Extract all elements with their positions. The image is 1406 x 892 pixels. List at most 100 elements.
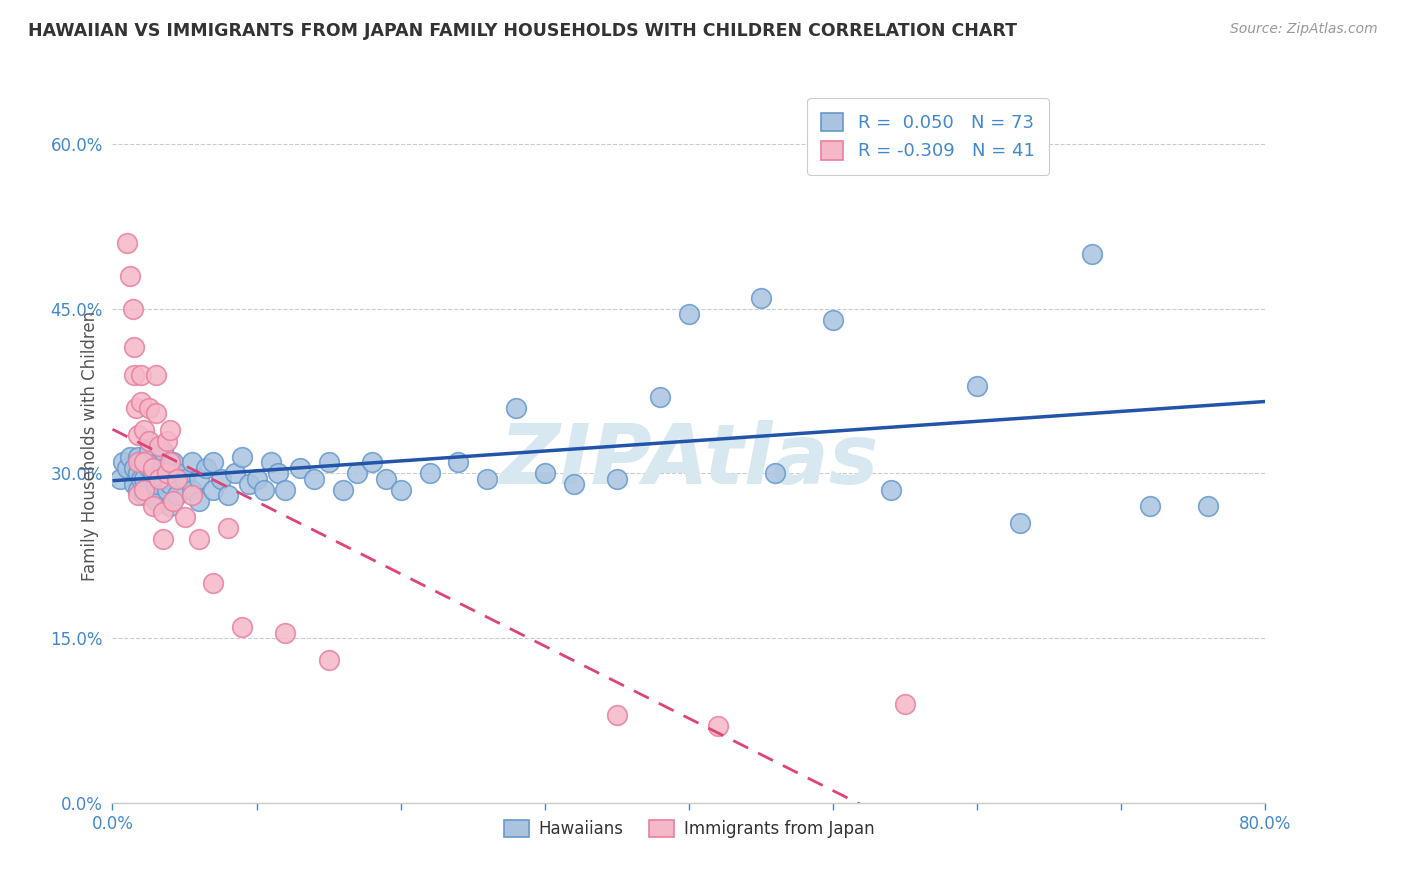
Point — [173, 510, 195, 524]
Point — [267, 467, 290, 481]
Point — [166, 467, 188, 481]
Point — [1197, 500, 1219, 514]
Point — [124, 401, 146, 415]
Point — [129, 472, 153, 486]
Point — [821, 312, 844, 326]
Point — [260, 455, 283, 469]
Point — [152, 533, 174, 547]
Point — [195, 461, 218, 475]
Point — [217, 488, 239, 502]
Point — [156, 483, 179, 497]
Point — [202, 483, 225, 497]
Point — [318, 455, 340, 469]
Point — [127, 467, 149, 481]
Point — [375, 472, 398, 486]
Point — [152, 444, 174, 458]
Point — [966, 378, 988, 392]
Point — [148, 472, 170, 486]
Point — [152, 472, 174, 486]
Point — [231, 620, 253, 634]
Point — [118, 268, 141, 283]
Point — [246, 472, 269, 486]
Point — [166, 472, 188, 486]
Point — [238, 477, 260, 491]
Point — [122, 340, 145, 354]
Point — [156, 461, 179, 475]
Point — [180, 455, 202, 469]
Point — [142, 467, 165, 481]
Point — [180, 483, 202, 497]
Point — [188, 472, 211, 486]
Point — [127, 450, 149, 464]
Point — [145, 368, 167, 382]
Point — [253, 483, 276, 497]
Point — [145, 477, 167, 491]
Point — [118, 450, 141, 464]
Point — [188, 494, 211, 508]
Point — [274, 625, 297, 640]
Point — [606, 708, 628, 723]
Point — [129, 368, 153, 382]
Point — [173, 472, 195, 486]
Legend: Hawaiians, Immigrants from Japan: Hawaiians, Immigrants from Japan — [496, 813, 882, 845]
Point — [288, 461, 311, 475]
Point — [159, 500, 181, 514]
Point — [134, 488, 156, 502]
Point — [129, 395, 153, 409]
Text: ZIPAtlas: ZIPAtlas — [499, 420, 879, 500]
Point — [475, 472, 499, 486]
Point — [134, 423, 156, 437]
Point — [122, 368, 145, 382]
Point — [166, 488, 188, 502]
Point — [678, 307, 700, 321]
Point — [142, 500, 165, 514]
Point — [606, 472, 628, 486]
Point — [202, 576, 225, 591]
Point — [534, 467, 557, 481]
Point — [304, 472, 326, 486]
Point — [115, 235, 138, 250]
Point — [217, 521, 239, 535]
Point — [142, 461, 165, 475]
Point — [562, 477, 585, 491]
Point — [134, 472, 156, 486]
Point — [127, 488, 149, 502]
Point — [127, 455, 149, 469]
Point — [134, 483, 156, 497]
Point — [145, 406, 167, 420]
Point — [148, 439, 170, 453]
Point — [1081, 247, 1104, 261]
Point — [127, 428, 149, 442]
Point — [765, 467, 787, 481]
Point — [152, 505, 174, 519]
Point — [162, 455, 184, 469]
Point — [134, 455, 156, 469]
Point — [505, 401, 527, 415]
Point — [138, 444, 160, 458]
Point — [447, 455, 470, 469]
Point — [188, 533, 211, 547]
Point — [121, 301, 143, 316]
Point — [749, 291, 772, 305]
Point — [111, 455, 134, 469]
Point — [894, 697, 917, 711]
Point — [209, 472, 232, 486]
Point — [224, 467, 246, 481]
Point — [145, 494, 167, 508]
Point — [332, 483, 354, 497]
Point — [202, 455, 225, 469]
Text: HAWAIIAN VS IMMIGRANTS FROM JAPAN FAMILY HOUSEHOLDS WITH CHILDREN CORRELATION CH: HAWAIIAN VS IMMIGRANTS FROM JAPAN FAMILY… — [28, 22, 1017, 40]
Point — [180, 488, 202, 502]
Point — [419, 467, 441, 481]
Point — [156, 467, 179, 481]
Point — [127, 483, 149, 497]
Point — [231, 450, 253, 464]
Point — [360, 455, 382, 469]
Point — [162, 494, 184, 508]
Point — [122, 461, 145, 475]
Point — [156, 434, 179, 448]
Point — [138, 461, 160, 475]
Point — [159, 455, 181, 469]
Point — [108, 472, 131, 486]
Point — [159, 423, 181, 437]
